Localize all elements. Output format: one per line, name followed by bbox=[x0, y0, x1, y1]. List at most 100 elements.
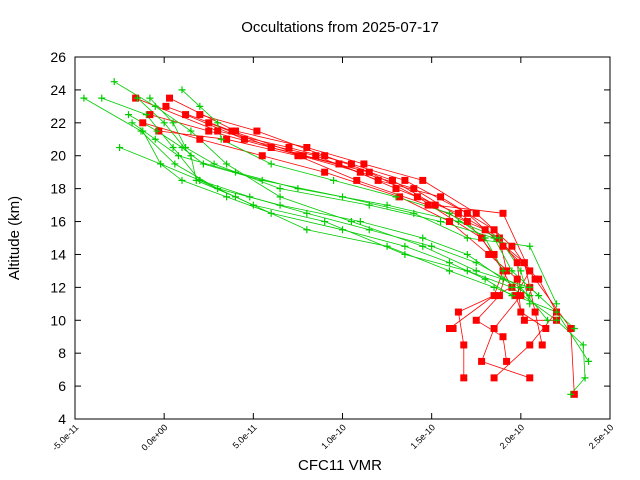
data-point bbox=[431, 201, 439, 209]
data-point bbox=[499, 267, 507, 275]
data-point bbox=[508, 292, 516, 300]
data-point bbox=[303, 144, 311, 151]
data-point bbox=[437, 218, 445, 226]
y-tick-label: 10 bbox=[50, 312, 66, 328]
data-point bbox=[299, 152, 307, 160]
data-point bbox=[520, 259, 528, 267]
plot-frame bbox=[74, 56, 611, 420]
data-point bbox=[508, 242, 516, 250]
data-point bbox=[353, 176, 361, 184]
data-point bbox=[511, 292, 519, 300]
y-axis-label: Altitude (km) bbox=[6, 196, 23, 280]
data-point bbox=[285, 144, 293, 151]
data-point bbox=[454, 218, 462, 226]
data-point bbox=[490, 250, 498, 258]
data-point bbox=[196, 111, 204, 119]
data-point bbox=[472, 209, 480, 217]
data-point bbox=[567, 325, 575, 332]
data-point bbox=[446, 218, 453, 226]
data-point bbox=[410, 185, 418, 193]
data-point bbox=[463, 234, 471, 242]
data-point bbox=[335, 160, 343, 168]
data-point bbox=[446, 267, 453, 275]
data-point bbox=[419, 234, 427, 242]
data-point bbox=[446, 325, 453, 332]
data-point bbox=[517, 283, 525, 291]
series-line bbox=[208, 122, 508, 362]
data-point bbox=[513, 259, 521, 267]
data-point bbox=[182, 144, 190, 151]
data-point bbox=[187, 152, 195, 160]
data-point bbox=[128, 119, 136, 127]
data-point bbox=[490, 374, 498, 382]
series-line bbox=[199, 114, 557, 321]
data-point bbox=[146, 111, 154, 119]
x-tick-label: 5.0e-11 bbox=[231, 422, 259, 450]
data-point bbox=[294, 185, 302, 193]
data-point bbox=[472, 267, 480, 275]
series-line bbox=[158, 130, 543, 346]
data-point bbox=[570, 390, 578, 398]
data-point bbox=[214, 127, 222, 135]
data-point bbox=[294, 152, 302, 160]
data-point bbox=[490, 226, 498, 234]
data-point bbox=[223, 135, 231, 143]
data-point bbox=[503, 357, 511, 365]
data-point bbox=[490, 283, 498, 291]
y-tick-label: 26 bbox=[50, 49, 66, 65]
data-point bbox=[347, 218, 355, 226]
data-point bbox=[365, 201, 373, 209]
data-point bbox=[142, 111, 150, 119]
data-point bbox=[258, 152, 266, 160]
x-tick-label: 0.0e+00 bbox=[139, 422, 169, 452]
data-point bbox=[232, 193, 239, 201]
data-point bbox=[383, 242, 391, 250]
x-tick-label: 2.5e-10 bbox=[587, 422, 616, 451]
data-point bbox=[223, 160, 231, 168]
y-tick-label: 20 bbox=[50, 148, 66, 164]
data-point bbox=[365, 226, 373, 234]
data-point bbox=[520, 316, 528, 324]
y-tick-label: 6 bbox=[58, 378, 66, 394]
data-point bbox=[182, 111, 190, 119]
data-point bbox=[339, 193, 346, 201]
data-point bbox=[526, 267, 534, 275]
data-point bbox=[446, 259, 453, 267]
data-point bbox=[460, 341, 468, 349]
series-line bbox=[142, 122, 547, 329]
data-point bbox=[153, 127, 161, 135]
data-point bbox=[585, 357, 593, 365]
data-point bbox=[312, 152, 320, 160]
chart-title: Occultations from 2025-07-17 bbox=[241, 19, 439, 36]
data-point bbox=[347, 160, 355, 168]
data-point bbox=[508, 267, 516, 275]
data-point bbox=[513, 275, 521, 283]
data-point bbox=[517, 292, 525, 300]
x-tick-label: 1.5e-10 bbox=[408, 422, 437, 451]
data-point bbox=[478, 234, 486, 242]
data-point bbox=[570, 325, 578, 332]
data-point bbox=[499, 275, 507, 283]
data-point bbox=[162, 102, 170, 110]
data-point bbox=[454, 308, 462, 316]
data-point bbox=[116, 144, 124, 151]
data-point bbox=[267, 144, 275, 151]
data-point bbox=[166, 94, 174, 102]
y-tick-label: 12 bbox=[50, 279, 66, 295]
data-point bbox=[151, 135, 159, 143]
data-point bbox=[339, 226, 346, 234]
data-point bbox=[169, 119, 177, 127]
data-point bbox=[401, 242, 409, 250]
data-point bbox=[481, 226, 489, 234]
data-point bbox=[210, 160, 218, 168]
data-point bbox=[196, 102, 204, 110]
x-axis: -5.0e-11 0.0e+00 5.0e-11 1.0e-10 1.5e-10 2.0e… bbox=[50, 57, 615, 453]
data-point bbox=[490, 325, 498, 332]
data-point bbox=[526, 300, 534, 308]
data-point bbox=[303, 226, 311, 234]
y-tick-label: 8 bbox=[58, 345, 66, 361]
data-point bbox=[196, 176, 204, 184]
data-point bbox=[232, 127, 239, 135]
series-line bbox=[119, 147, 548, 321]
data-point bbox=[460, 374, 468, 382]
